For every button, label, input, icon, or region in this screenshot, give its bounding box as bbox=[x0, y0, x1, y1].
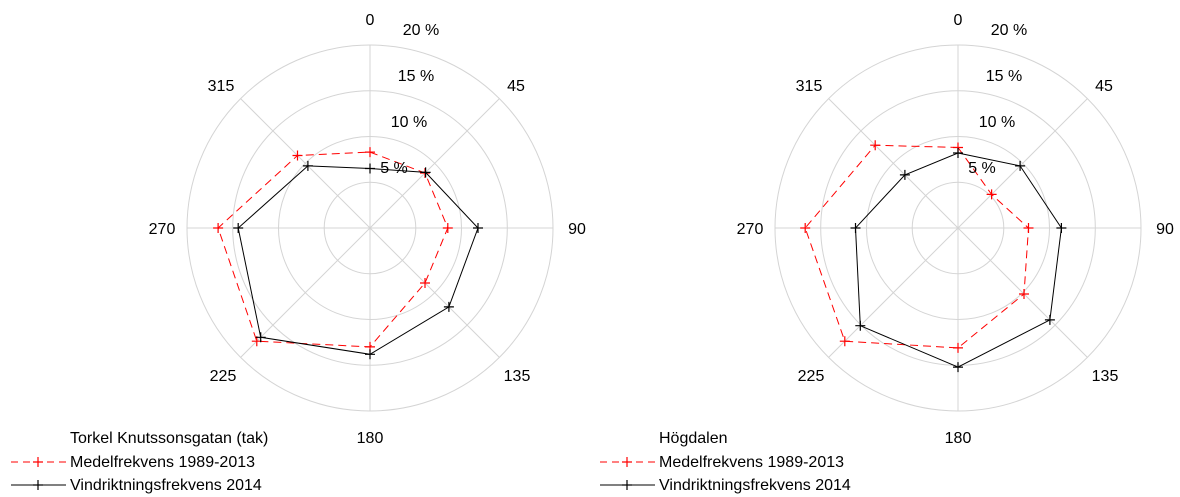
legend-label-vindriktning: Vindriktningsfrekvens 2014 bbox=[659, 477, 851, 494]
grid-spoke bbox=[828, 98, 959, 229]
data-point-medelfrekvens-315 bbox=[870, 140, 881, 151]
direction-label-270: 270 bbox=[737, 221, 764, 238]
wind-rose-hogdalen: 0 45 90 135 180 225 270 315 5 % 10 % 15 … bbox=[600, 12, 1174, 494]
polar-grid bbox=[774, 44, 1142, 412]
ring-label-15: 15 % bbox=[398, 68, 434, 85]
ring-label-20: 20 % bbox=[991, 22, 1027, 39]
data-point-medelfrekvens-270 bbox=[213, 223, 224, 233]
wind-rose-torkel: 0 45 90 135 180 225 270 315 5 % 10 % 15 … bbox=[11, 12, 586, 494]
data-point-medelfrekvens-90 bbox=[442, 223, 453, 233]
grid-spoke bbox=[957, 227, 1088, 358]
direction-label-225: 225 bbox=[798, 368, 825, 385]
grid-spoke bbox=[369, 98, 500, 229]
direction-label-180: 180 bbox=[357, 430, 384, 447]
data-point-medelfrekvens-45 bbox=[986, 189, 997, 200]
series-layer bbox=[213, 147, 483, 360]
direction-label-270: 270 bbox=[149, 221, 176, 238]
data-point-vindriktning-135 bbox=[1044, 314, 1055, 325]
data-point-medelfrekvens-270 bbox=[800, 223, 811, 233]
direction-label-135: 135 bbox=[504, 368, 531, 385]
data-point-vindriktning-90 bbox=[1056, 223, 1067, 233]
data-point-vindriktning-180 bbox=[953, 362, 963, 373]
data-point-vindriktning-0 bbox=[365, 163, 375, 174]
direction-label-0: 0 bbox=[366, 12, 375, 29]
data-point-vindriktning-225 bbox=[855, 320, 866, 331]
data-point-vindriktning-315 bbox=[302, 160, 313, 171]
data-point-medelfrekvens-135 bbox=[420, 278, 430, 288]
series-layer bbox=[800, 140, 1067, 373]
legend-marker-medelfrekvens bbox=[33, 457, 43, 467]
series-line-medelfrekvens bbox=[804, 144, 1030, 349]
direction-label-90: 90 bbox=[1156, 221, 1174, 238]
series-line-medelfrekvens bbox=[217, 151, 449, 348]
grid-spoke bbox=[240, 227, 371, 358]
legend: Högdalen Medelfrekvens 1989-2013 Vindrik… bbox=[600, 430, 851, 494]
ring-label-10: 10 % bbox=[979, 114, 1015, 131]
direction-label-135: 135 bbox=[1092, 368, 1119, 385]
data-point-vindriktning-90 bbox=[473, 223, 483, 233]
direction-label-0: 0 bbox=[954, 12, 963, 29]
direction-label-315: 315 bbox=[208, 78, 235, 95]
data-point-vindriktning-315 bbox=[899, 169, 910, 180]
legend-label-medelfrekvens: Medelfrekvens 1989-2013 bbox=[70, 454, 255, 471]
data-point-vindriktning-135 bbox=[443, 301, 454, 312]
direction-label-225: 225 bbox=[210, 368, 237, 385]
data-point-medelfrekvens-0 bbox=[365, 147, 375, 158]
direction-label-45: 45 bbox=[507, 78, 525, 95]
legend-marker-vindriktning bbox=[33, 480, 43, 490]
grid-spoke bbox=[369, 227, 500, 358]
grid-spoke bbox=[828, 227, 959, 358]
ring-label-5: 5 % bbox=[380, 160, 408, 177]
data-point-vindriktning-270 bbox=[850, 223, 861, 233]
direction-label-315: 315 bbox=[796, 78, 823, 95]
direction-label-90: 90 bbox=[568, 221, 586, 238]
legend-title: Torkel Knutssonsgatan (tak) bbox=[70, 430, 268, 447]
ring-label-5: 5 % bbox=[968, 160, 996, 177]
legend-marker-vindriktning bbox=[622, 480, 632, 490]
data-point-medelfrekvens-225 bbox=[839, 336, 850, 347]
legend-title: Högdalen bbox=[659, 430, 728, 447]
data-point-vindriktning-45 bbox=[1015, 160, 1026, 171]
legend-label-vindriktning: Vindriktningsfrekvens 2014 bbox=[70, 477, 262, 494]
grid-spoke bbox=[957, 98, 1088, 229]
data-point-vindriktning-225 bbox=[255, 332, 266, 343]
data-point-vindriktning-270 bbox=[233, 223, 244, 233]
direction-label-45: 45 bbox=[1095, 78, 1113, 95]
legend: Torkel Knutssonsgatan (tak) Medelfrekven… bbox=[11, 430, 268, 494]
data-point-vindriktning-0 bbox=[953, 148, 963, 158]
polar-grid bbox=[186, 44, 554, 412]
ring-label-15: 15 % bbox=[986, 68, 1022, 85]
data-point-vindriktning-45 bbox=[420, 167, 431, 178]
data-point-vindriktning-180 bbox=[365, 349, 375, 360]
legend-marker-medelfrekvens bbox=[622, 457, 632, 467]
ring-label-20: 20 % bbox=[403, 22, 439, 39]
legend-label-medelfrekvens: Medelfrekvens 1989-2013 bbox=[659, 454, 844, 471]
ring-label-10: 10 % bbox=[391, 114, 427, 131]
data-point-medelfrekvens-90 bbox=[1023, 223, 1034, 233]
grid-spoke bbox=[240, 98, 371, 229]
data-point-medelfrekvens-135 bbox=[1019, 289, 1029, 299]
data-point-medelfrekvens-315 bbox=[292, 150, 303, 161]
direction-label-180: 180 bbox=[945, 430, 972, 447]
data-point-medelfrekvens-180 bbox=[953, 342, 963, 353]
